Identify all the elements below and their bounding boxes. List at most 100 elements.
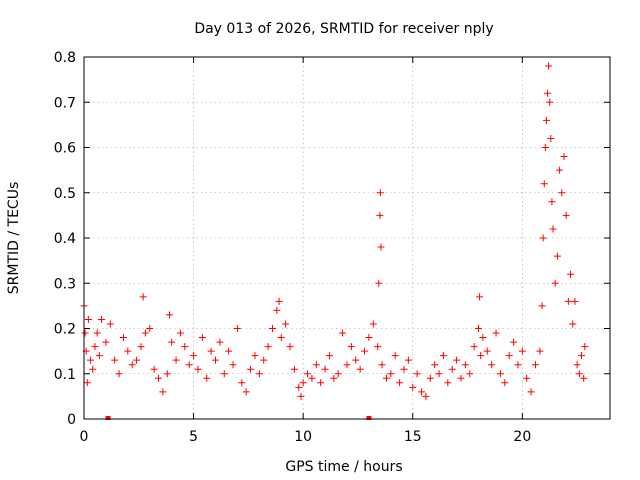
data-point bbox=[321, 365, 329, 373]
data-point bbox=[376, 211, 384, 219]
data-point bbox=[89, 365, 97, 373]
data-point bbox=[273, 306, 281, 314]
data-point bbox=[435, 370, 443, 378]
data-point bbox=[133, 356, 141, 364]
data-point bbox=[461, 361, 469, 369]
data-point bbox=[128, 361, 136, 369]
data-point bbox=[531, 361, 539, 369]
x-tick-label: 15 bbox=[404, 429, 422, 445]
data-point bbox=[377, 243, 385, 251]
data-point bbox=[168, 338, 176, 346]
data-point bbox=[105, 416, 111, 420]
data-point bbox=[325, 352, 333, 360]
data-point bbox=[141, 329, 149, 337]
data-point bbox=[165, 311, 173, 319]
data-point bbox=[93, 329, 101, 337]
x-axis-label: GPS time / hours bbox=[285, 459, 402, 475]
data-point bbox=[181, 343, 189, 351]
data-point bbox=[479, 334, 487, 342]
data-point bbox=[575, 370, 583, 378]
data-point bbox=[203, 374, 211, 382]
data-point bbox=[247, 365, 255, 373]
data-point bbox=[115, 370, 123, 378]
data-point bbox=[106, 320, 114, 328]
data-point bbox=[297, 392, 305, 400]
data-point bbox=[275, 297, 283, 305]
data-point bbox=[216, 338, 224, 346]
y-tick-label: 0.4 bbox=[54, 231, 76, 247]
data-point bbox=[242, 388, 250, 396]
data-point bbox=[523, 374, 531, 382]
data-point bbox=[492, 329, 500, 337]
data-point bbox=[376, 189, 384, 197]
data-point bbox=[304, 370, 312, 378]
data-point bbox=[541, 144, 549, 151]
data-point bbox=[466, 370, 474, 378]
data-point bbox=[139, 293, 147, 301]
data-point bbox=[260, 356, 268, 364]
data-point bbox=[470, 343, 478, 351]
data-point bbox=[290, 365, 298, 373]
data-point bbox=[518, 347, 526, 355]
data-point bbox=[251, 352, 259, 360]
data-point bbox=[95, 352, 103, 360]
data-point bbox=[286, 343, 294, 351]
data-point bbox=[562, 211, 570, 219]
data-point bbox=[87, 356, 95, 364]
data-point bbox=[413, 370, 421, 378]
x-tick-label: 20 bbox=[513, 429, 531, 445]
data-point bbox=[483, 347, 491, 355]
data-point bbox=[356, 365, 364, 373]
data-point bbox=[539, 234, 547, 242]
data-point bbox=[387, 370, 395, 378]
data-point bbox=[556, 166, 564, 174]
data-point bbox=[366, 416, 372, 420]
data-point bbox=[551, 279, 559, 287]
data-point bbox=[111, 356, 119, 364]
data-point bbox=[207, 347, 215, 355]
data-point bbox=[233, 325, 241, 332]
data-point bbox=[238, 379, 246, 387]
data-point bbox=[137, 343, 145, 351]
data-point bbox=[212, 356, 219, 364]
data-point bbox=[176, 329, 184, 337]
data-point bbox=[155, 374, 163, 382]
data-point bbox=[542, 116, 550, 124]
data-point bbox=[308, 374, 316, 382]
data-point bbox=[163, 370, 171, 378]
data-point bbox=[422, 392, 430, 400]
data-point bbox=[81, 329, 89, 337]
data-point bbox=[431, 361, 439, 369]
data-point bbox=[334, 370, 342, 378]
data-point bbox=[264, 343, 272, 351]
data-point bbox=[549, 225, 557, 233]
data-point bbox=[361, 347, 369, 355]
data-point bbox=[488, 361, 496, 369]
data-point bbox=[330, 374, 338, 382]
data-point bbox=[578, 352, 586, 360]
data-point bbox=[545, 62, 553, 70]
data-point bbox=[190, 352, 198, 360]
data-point bbox=[548, 198, 556, 206]
data-point bbox=[339, 329, 347, 337]
y-tick-label: 0.3 bbox=[54, 276, 76, 292]
data-point bbox=[404, 356, 412, 364]
data-point bbox=[91, 343, 99, 351]
data-point bbox=[544, 89, 552, 97]
data-point bbox=[185, 361, 193, 369]
data-point bbox=[98, 315, 106, 323]
data-points bbox=[80, 62, 589, 420]
data-point bbox=[567, 270, 575, 278]
x-tick-label: 5 bbox=[189, 429, 198, 445]
data-point bbox=[391, 352, 399, 360]
data-point bbox=[573, 361, 581, 369]
data-point bbox=[571, 297, 579, 305]
data-point bbox=[365, 334, 373, 342]
data-point bbox=[220, 370, 228, 378]
data-point bbox=[409, 383, 417, 391]
y-tick-label: 0.5 bbox=[54, 186, 76, 202]
data-point bbox=[581, 343, 589, 351]
data-point bbox=[396, 379, 404, 387]
